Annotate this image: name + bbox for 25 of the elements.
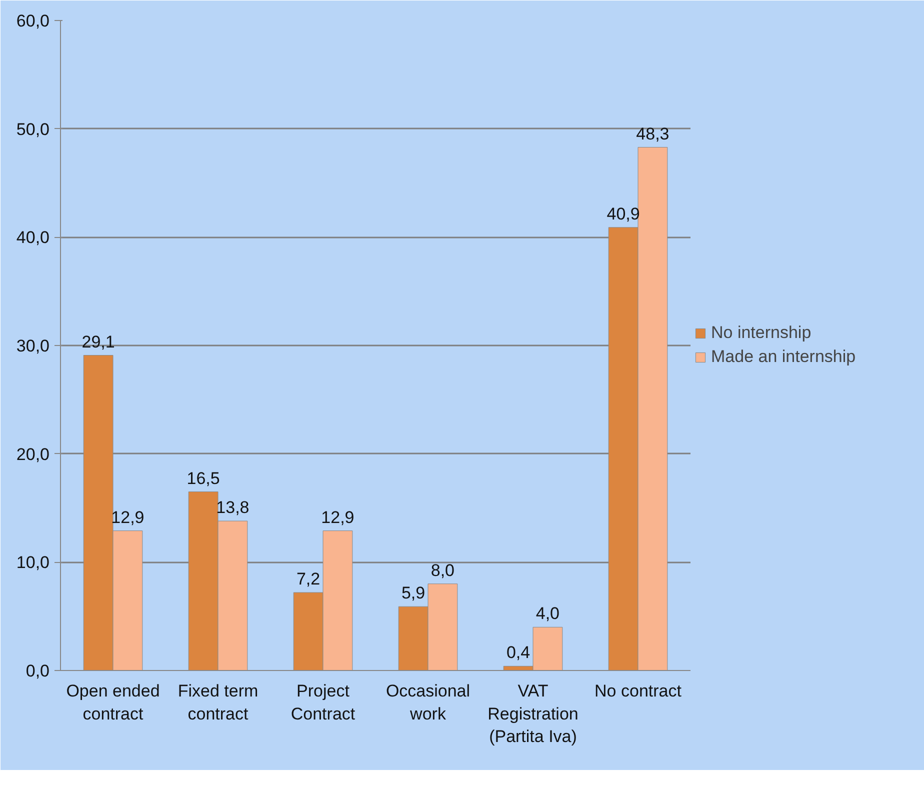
y-tick-label: 50,0 [16,120,50,139]
y-tick-label: 60,0 [16,12,50,30]
x-tick-label: No contract [594,682,682,700]
x-tick-label: VAT Registration (Partita Iva) [488,682,578,746]
x-tick-label: Project Contract [290,682,356,724]
data-label: 16,5 [186,468,220,488]
data-label: 12,9 [321,508,354,527]
data-label: 0,4 [506,643,530,662]
data-label: 40,9 [606,204,640,224]
legend-label: No internship [711,323,812,343]
y-tick-label: 30,0 [16,336,50,356]
x-tick-label: Open ended contract [66,682,160,724]
data-label: 8,0 [430,560,455,580]
y-tick-label: 40,0 [16,228,50,248]
data-label: 4,0 [536,604,560,624]
data-label: 48,3 [636,124,670,144]
x-tick-label: Occasional work [386,682,470,724]
y-tick-label: 20,0 [16,444,50,464]
y-tick-label: 0,0 [26,662,50,680]
x-tick-label: Fixed term contract [178,682,258,724]
y-tick-label: 10,0 [16,553,50,572]
data-label: 5,9 [401,584,426,603]
data-label: 7,2 [296,570,320,588]
data-label: 29,1 [82,332,115,352]
legend-label: Made an internship [711,347,856,367]
